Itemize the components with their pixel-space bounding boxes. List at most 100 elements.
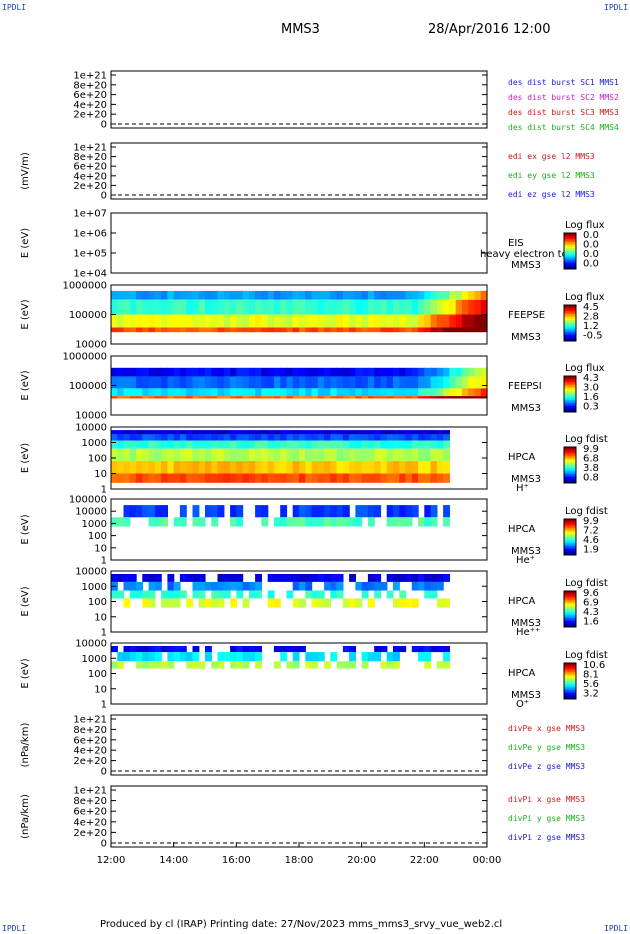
spectrogram-cell	[161, 461, 168, 474]
spectrogram-cell	[342, 327, 350, 333]
spectrogram-cell	[355, 290, 363, 300]
spectrogram-cell	[292, 646, 300, 653]
spectrogram-cell	[468, 367, 476, 377]
spectrogram-cell	[129, 652, 137, 662]
spectrogram-cell	[411, 448, 419, 462]
spectrogram-cell	[436, 290, 444, 300]
colorbar-segment	[564, 474, 576, 476]
colorbar-segment	[564, 609, 576, 611]
y-axis-label: (nPa/km)	[20, 723, 31, 768]
spectrogram-cell	[192, 434, 200, 441]
spectrogram-cell	[286, 517, 294, 527]
spectrogram-cell	[255, 461, 262, 474]
spectrogram-cell	[324, 461, 331, 474]
spectrogram-cell	[361, 396, 369, 399]
spectrogram-cell	[299, 434, 306, 441]
colorbar-segment	[564, 380, 576, 383]
spectrogram-cell	[179, 590, 187, 599]
colorbar-segment	[564, 664, 576, 667]
colorbar-segment	[564, 333, 576, 336]
colorbar-segment	[564, 547, 576, 550]
spectrogram-cell	[374, 461, 382, 474]
colorbar-segment	[564, 236, 576, 238]
spectrogram-cell	[192, 430, 200, 435]
spectrogram-cell	[386, 327, 394, 333]
spectrogram-cell	[236, 473, 244, 483]
spectrogram-cell	[123, 461, 131, 474]
spectrogram-cell	[393, 440, 400, 449]
colorbar-tick-label: 1.9	[583, 545, 599, 556]
spectrogram-cell	[280, 367, 288, 377]
y-axis-label: E (eV)	[20, 514, 31, 544]
spectrogram-cell	[436, 574, 444, 582]
colorbar-segment	[564, 318, 576, 321]
spectrogram-cell	[399, 574, 407, 582]
y-tick-label: 0	[101, 120, 107, 131]
spectrogram-cell	[299, 440, 306, 449]
spectrogram-cell	[474, 367, 482, 377]
spectrogram-cell	[355, 396, 363, 399]
y-tick-label: 8e+20	[73, 725, 107, 736]
spectrogram-cell	[230, 517, 237, 527]
colorbar-tick-label: 4.5	[583, 302, 599, 313]
spectrogram-cell	[117, 440, 125, 449]
spectrogram-cell	[142, 661, 150, 669]
legend-entry: des dist burst SC1 MMS1	[508, 78, 619, 87]
spectrogram-cell	[405, 327, 413, 333]
colorbar-segment	[564, 462, 576, 464]
spectrogram-cell	[424, 505, 432, 518]
spectrogram-cell	[154, 430, 162, 435]
colorbar-segment	[564, 684, 576, 686]
spectrogram-cell	[167, 448, 175, 462]
spectrogram-cell	[311, 517, 319, 527]
spectrogram-cell	[305, 367, 313, 377]
spectrogram-cell	[123, 582, 131, 591]
spectrogram-cell	[355, 327, 363, 333]
spectrogram-cell	[111, 396, 118, 399]
spectrogram-cell	[173, 590, 181, 599]
spectrogram-cell	[355, 440, 363, 449]
spectrogram-cell	[292, 582, 300, 591]
spectrogram-cell	[167, 290, 175, 300]
spectrogram-cell	[111, 327, 118, 333]
spectrogram-cell	[324, 505, 331, 518]
spectrogram-cell	[273, 646, 281, 653]
spectrogram-cell	[167, 652, 175, 662]
colorbar-segment	[564, 245, 576, 247]
colorbar-frame	[563, 590, 577, 628]
spectrogram-cell	[142, 598, 150, 608]
colorbar-segment	[564, 607, 576, 610]
spectrogram-cell	[248, 290, 256, 300]
spectrogram-cell	[173, 448, 181, 462]
spectrogram-cell	[305, 327, 313, 333]
spectrogram-cell	[117, 652, 125, 662]
spectrogram-cell	[123, 396, 131, 399]
spectrogram-cell	[286, 473, 294, 483]
colorbar-segment	[564, 454, 576, 457]
colorbar-segment	[564, 252, 576, 255]
spectrogram-cell	[455, 376, 463, 389]
spectrogram-cell	[154, 574, 162, 582]
spectrogram-cell	[192, 314, 200, 328]
spectrogram-cell	[468, 396, 476, 399]
spectrogram-cell	[305, 440, 313, 449]
spectrogram-cell	[217, 661, 225, 669]
spectrogram-cell	[142, 314, 150, 328]
spectrogram-cell	[136, 434, 143, 441]
spectrogram-cell	[205, 434, 212, 441]
spectrogram-cell	[154, 440, 162, 449]
spectrogram-cell	[380, 430, 388, 435]
spectrogram-cell	[223, 652, 231, 662]
legend-entry: edi ey gse l2 MMS3	[508, 171, 595, 180]
spectrogram-cell	[393, 290, 400, 300]
spectrogram-cell	[280, 290, 288, 300]
spectrogram-cell	[211, 598, 219, 608]
spectrogram-cell	[367, 517, 375, 527]
spectrogram-cell	[443, 661, 450, 669]
spectrogram-cell	[374, 367, 382, 377]
colorbar-segment	[564, 591, 576, 593]
spectrogram-cell	[374, 440, 382, 449]
spectrogram-cell	[443, 461, 450, 474]
spectrogram-cell	[217, 388, 225, 397]
spectrogram-cell	[349, 448, 356, 462]
